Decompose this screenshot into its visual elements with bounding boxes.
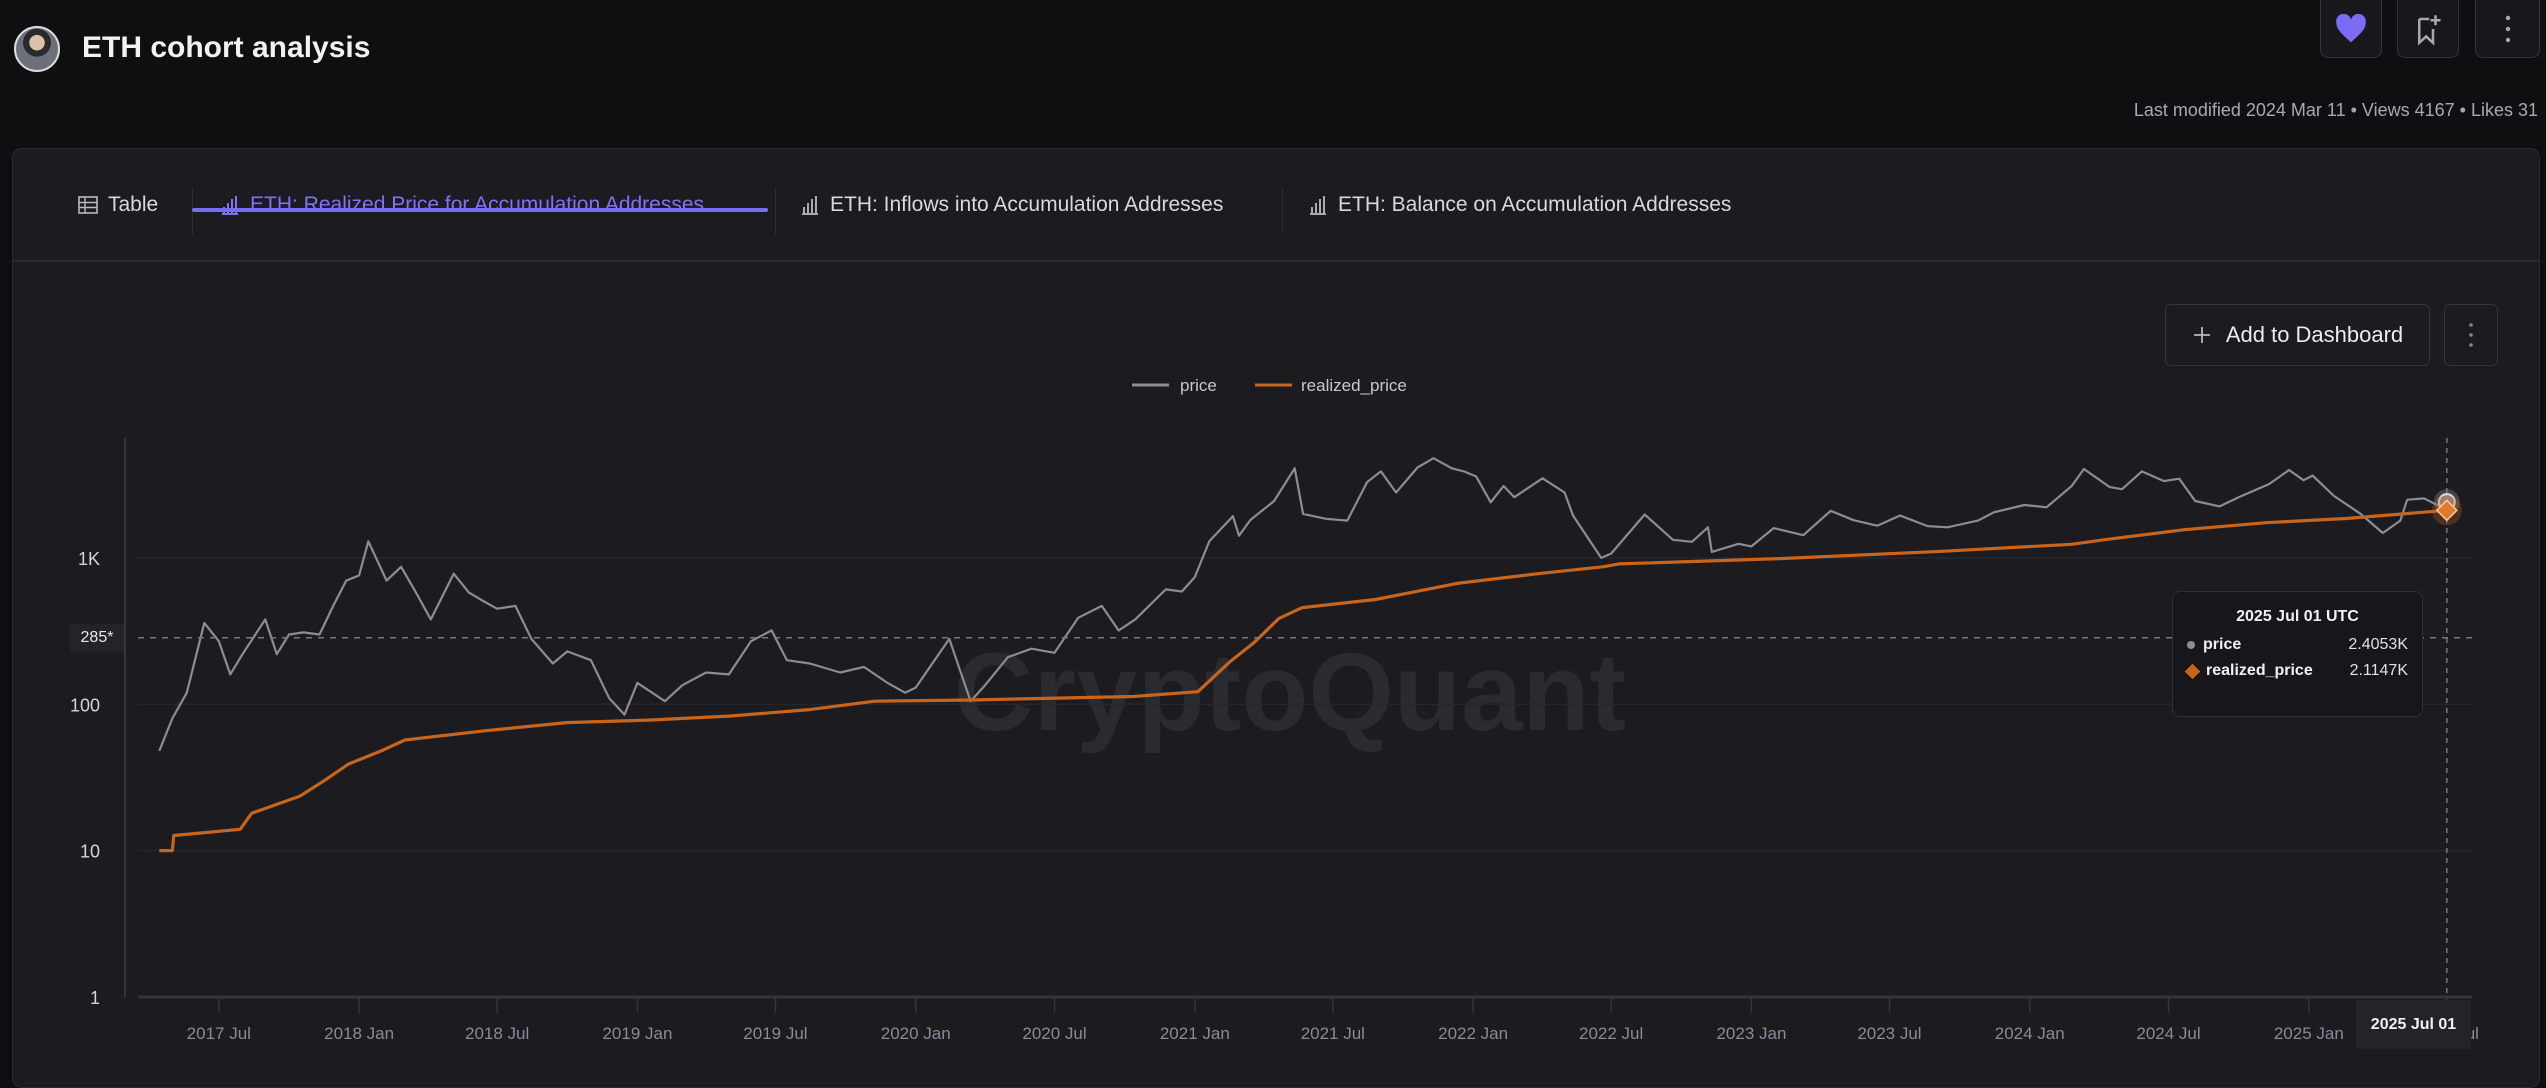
chart-card (12, 148, 2540, 1088)
legend: price realized_price (1132, 376, 1407, 395)
tab-label: ETH: Inflows into Accumulation Addresses (830, 193, 1224, 216)
more-vertical-icon (2469, 323, 2473, 347)
bar-chart-icon (1310, 196, 1326, 215)
page-title: ETH cohort analysis (82, 31, 371, 64)
heart-icon (2336, 13, 2366, 42)
more-options-button[interactable] (2475, 0, 2540, 58)
x-tick-label: 2022 Jul (1579, 1024, 1643, 1043)
tooltip-title: 2025 Jul 01 UTC (2236, 608, 2359, 625)
active-tab-indicator (192, 208, 768, 212)
tooltip-series-name: price (2203, 636, 2242, 653)
x-tick-label: 2023 Jul (1857, 1024, 1921, 1043)
tooltip-series-value: 2.1147K (2349, 662, 2408, 679)
avatar[interactable] (14, 26, 60, 72)
x-tick-label: 2020 Jul (1022, 1024, 1086, 1043)
x-tick-label: 2021 Jan (1160, 1024, 1230, 1043)
legend-label-price: price (1180, 376, 1217, 395)
series-line-price (158, 457, 2448, 752)
tab-inflows[interactable]: ETH: Inflows into Accumulation Addresses (800, 148, 1223, 262)
x-tick-label: 2021 Jul (1301, 1024, 1365, 1043)
add-to-dashboard-button[interactable]: Add to Dashboard (2165, 304, 2430, 366)
x-tick-label: 2019 Jul (743, 1024, 807, 1043)
table-icon (78, 196, 98, 214)
bookmark-add-icon (2418, 14, 2441, 46)
tab-label: ETH: Balance on Accumulation Addresses (1338, 193, 1732, 216)
like-button[interactable] (2320, 0, 2382, 58)
tooltip-series-value: 2.4053K (2348, 636, 2408, 653)
tooltip-row-price: price 2.4053K (2187, 636, 2408, 654)
tab-table[interactable]: Table (78, 148, 158, 262)
legend-item-price[interactable]: price (1132, 376, 1217, 395)
y-tick-label: 100 (70, 695, 100, 715)
x-tick-label: 2025 Jan (2274, 1024, 2344, 1043)
x-tick-label: 2019 Jan (602, 1024, 672, 1043)
tooltip: 2025 Jul 01 UTC price 2.4053K realized_p… (2172, 591, 2423, 717)
chart-options-button[interactable] (2444, 304, 2498, 366)
tooltip-series-name: realized_price (2206, 662, 2313, 679)
tab-divider (1282, 188, 1283, 234)
x-tick-label: 2017 Jul (187, 1024, 251, 1043)
dot-icon (2187, 641, 2195, 649)
more-vertical-icon (2505, 15, 2510, 42)
x-tick-label: 2018 Jul (465, 1024, 529, 1043)
legend-label-realized-price: realized_price (1301, 376, 1407, 395)
plus-icon (2193, 327, 2210, 343)
x-tick-label: 2023 Jan (1716, 1024, 1786, 1043)
realized-price-marker (2435, 499, 2458, 522)
crosshair-x-label: 2025 Jul 01 (2356, 1000, 2471, 1049)
diamond-icon (2184, 663, 2201, 679)
tooltip-row-realized-price: realized_price 2.1147K (2184, 662, 2408, 680)
x-tick-label: 2024 Jan (1995, 1024, 2065, 1043)
series-line-realized-price (159, 508, 2447, 853)
dashboard-meta: Last modified 2024 Mar 11 • Views 4167 •… (2133, 100, 2538, 120)
tab-bar (12, 148, 2540, 262)
y-tick-label: 1 (90, 988, 100, 1008)
x-tick-label: 2022 Jan (1438, 1024, 1508, 1043)
tab-label: Table (108, 193, 159, 216)
x-tick-label: 2020 Jan (881, 1024, 951, 1043)
tab-divider (775, 188, 776, 234)
x-tick-label: 2024 Jul (2136, 1024, 2200, 1043)
bar-chart-icon (802, 196, 818, 215)
x-tick-label: 2018 Jan (324, 1024, 394, 1043)
legend-item-realized-price[interactable]: realized_price (1255, 376, 1407, 395)
watermark: CryptoQuant (954, 631, 1626, 754)
crosshair-y-label: 285* (70, 624, 124, 652)
y-tick-label: 10 (80, 842, 100, 862)
tab-balance[interactable]: ETH: Balance on Accumulation Addresses (1308, 148, 1731, 262)
add-to-dashboard-label: Add to Dashboard (2225, 322, 2404, 347)
y-tick-label: 1K (78, 549, 100, 569)
bookmark-button[interactable] (2397, 0, 2459, 58)
